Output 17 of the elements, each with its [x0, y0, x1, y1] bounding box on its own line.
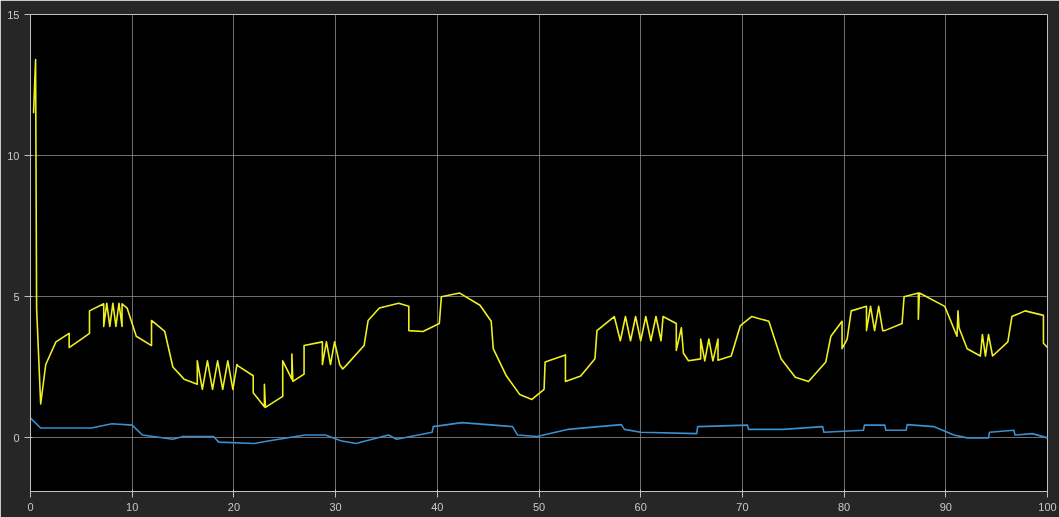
x-tick-label: 100: [1038, 500, 1057, 513]
line-series: [30, 417, 1048, 445]
x-tick-label: 80: [837, 500, 851, 513]
x-tick-label: 30: [329, 500, 342, 513]
y-tick-label: 10: [7, 149, 20, 162]
x-tick-label: 50: [532, 500, 546, 513]
y-tick-label: 15: [7, 8, 20, 21]
x-tick-label: 60: [634, 500, 647, 513]
x-tick-label: 10: [126, 500, 139, 513]
x-tick-label: 20: [227, 500, 241, 513]
x-tick-label: 90: [939, 500, 952, 513]
line-series: [32, 58, 1048, 409]
y-tick-label: 0: [13, 431, 20, 444]
x-tick-label: 0: [27, 500, 34, 513]
x-tick-label: 70: [736, 500, 749, 513]
y-tick-label: 5: [13, 290, 20, 303]
x-tick-label: 40: [431, 500, 444, 513]
